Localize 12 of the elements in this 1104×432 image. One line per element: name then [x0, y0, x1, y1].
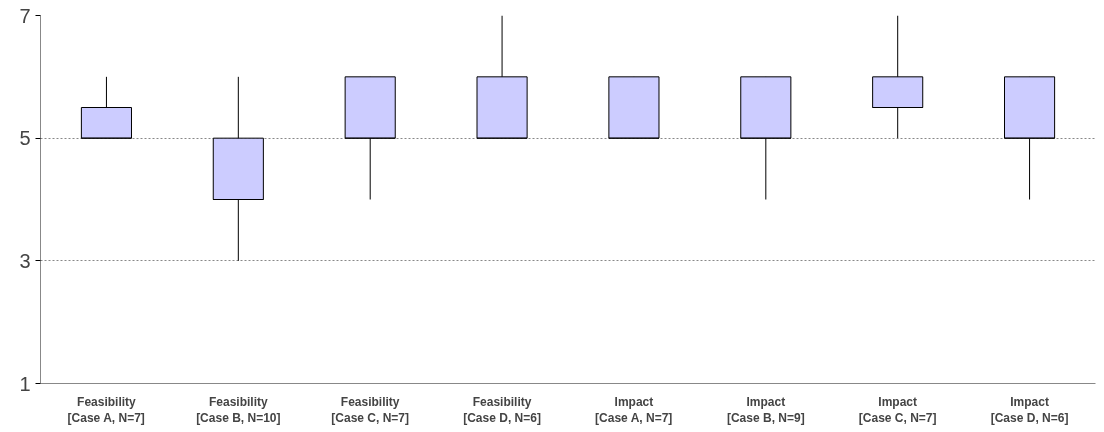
x-tick-label: Feasibility [Case A, N=7] [67, 394, 145, 426]
y-tick-label: 3 [19, 249, 31, 272]
x-tick-label: Impact [Case A, N=7] [595, 394, 673, 426]
x-tick-label: Feasibility [Case B, N=10] [196, 394, 281, 426]
x-tick-label: Feasibility [Case C, N=7] [331, 394, 410, 426]
y-tick-label: 5 [19, 127, 31, 150]
x-tick-label: Impact [Case D, N=6] [990, 394, 1069, 426]
y-tick-label: 7 [19, 4, 31, 27]
x-tick-label: Impact [Case C, N=7] [858, 394, 937, 426]
x-tick-label: Feasibility [Case D, N=6] [463, 394, 541, 426]
x-tick-label: Impact [Case B, N=9] [726, 394, 805, 426]
y-tick-label: 1 [19, 372, 31, 395]
